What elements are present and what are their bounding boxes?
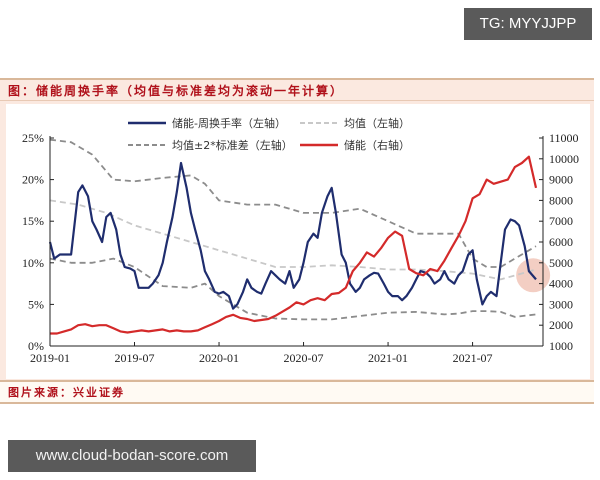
legend-label: 储能（右轴） bbox=[344, 138, 410, 152]
x-tick-label: 2020-07 bbox=[284, 351, 324, 365]
series-line bbox=[49, 199, 537, 281]
x-tick-label: 2019-07 bbox=[115, 351, 155, 365]
series-line bbox=[48, 161, 537, 310]
axes-layer: 0% 5% 10% 15% 20% 25% 1000 2000 3000 4000 5000 6000… bbox=[22, 131, 579, 365]
y-left-tick-label: 5% bbox=[28, 297, 44, 311]
y-right-tick-label: 3000 bbox=[549, 297, 573, 311]
legend-label: 储能-周换手率（左轴） bbox=[172, 116, 286, 130]
y-right-tick-label: 7000 bbox=[549, 214, 573, 228]
y-right-tick-label: 2000 bbox=[549, 318, 573, 332]
source-bar: 图片来源：兴业证券 bbox=[0, 380, 594, 404]
figure-source: 图片来源：兴业证券 bbox=[8, 386, 125, 399]
y-right-tick-label: 8000 bbox=[549, 193, 573, 207]
y-left-tick-label: 10% bbox=[22, 256, 44, 270]
title-divider bbox=[0, 100, 594, 101]
y-left-tick-label: 15% bbox=[22, 214, 44, 228]
y-left-tick-label: 0% bbox=[28, 339, 44, 353]
y-right-tick-label: 11000 bbox=[549, 131, 579, 145]
url-watermark: www.cloud-bodan-score.com bbox=[8, 440, 256, 472]
legend-label: 均值±2*标准差（左轴） bbox=[172, 138, 293, 152]
chart-panel: 0% 5% 10% 15% 20% 25% 1000 2000 3000 4000 5000 6000… bbox=[6, 104, 590, 379]
series-layer bbox=[48, 138, 551, 335]
x-tick-label: 2020-01 bbox=[199, 351, 239, 365]
y-right-tick-label: 5000 bbox=[549, 256, 573, 270]
y-right-tick-label: 10000 bbox=[549, 152, 579, 166]
y-left-tick-label: 20% bbox=[22, 173, 44, 187]
y-left-tick-label: 25% bbox=[22, 131, 44, 145]
x-tick-label: 2021-07 bbox=[453, 351, 493, 365]
y-right-tick-label: 6000 bbox=[549, 235, 573, 249]
y-right-tick-label: 4000 bbox=[549, 277, 573, 291]
y-right-tick-label: 9000 bbox=[549, 173, 573, 187]
figure-frame: 图：储能周换手率（均值与标准差均为滚动一年计算） 0% 5% 10% 15% 20% 25… bbox=[0, 78, 594, 404]
chart-legend: 储能-周换手率（左轴） 均值（左轴） 均值±2*标准差（左轴） 储能（右轴） bbox=[128, 116, 410, 152]
legend-label: 均值（左轴） bbox=[344, 116, 410, 130]
x-tick-label: 2021-01 bbox=[368, 351, 408, 365]
series-line bbox=[49, 257, 537, 321]
line-chart: 0% 5% 10% 15% 20% 25% 1000 2000 3000 4000 5000 6000… bbox=[22, 116, 579, 365]
tg-watermark: TG: MYYJJPP bbox=[464, 8, 592, 40]
figure-title: 图：储能周换手率（均值与标准差均为滚动一年计算） bbox=[8, 84, 345, 98]
x-tick-label: 2019-01 bbox=[30, 351, 70, 365]
series-line bbox=[49, 138, 537, 268]
y-right-tick-label: 1000 bbox=[549, 339, 573, 353]
series-line bbox=[50, 155, 538, 335]
